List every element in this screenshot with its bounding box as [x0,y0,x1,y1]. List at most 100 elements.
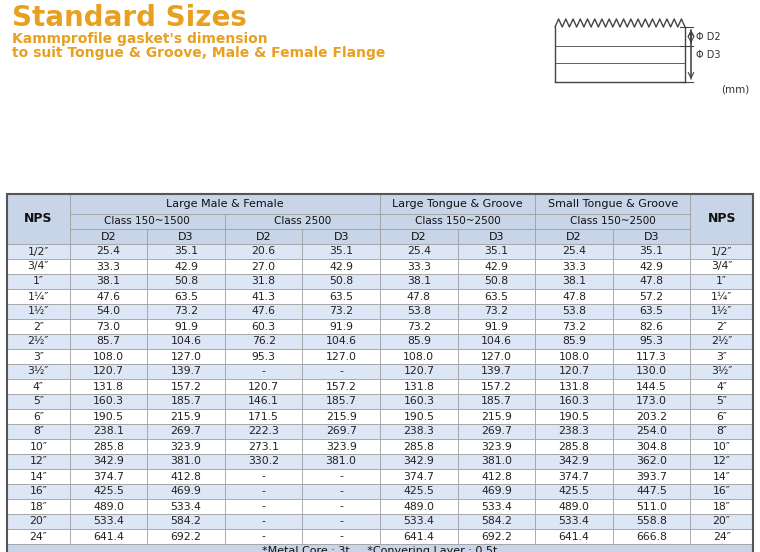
Text: 374.7: 374.7 [559,471,590,481]
Bar [225,349,302,364]
Bar [613,514,690,529]
Text: 42.9: 42.9 [174,262,198,272]
Bar [147,289,225,304]
Text: 10″: 10″ [30,442,47,452]
Bar [380,499,458,514]
Text: NPS: NPS [708,213,736,226]
Text: 342.9: 342.9 [559,457,590,466]
Text: 185.7: 185.7 [326,396,356,406]
Bar [690,394,753,409]
Text: 1½″: 1½″ [27,306,49,316]
Text: 12″: 12″ [713,457,730,466]
Bar [147,424,225,439]
Bar [690,514,753,529]
Bar [380,289,458,304]
Bar [225,499,302,514]
Text: 91.9: 91.9 [174,321,198,332]
Bar [690,469,753,484]
Bar [690,259,753,274]
Bar [70,499,147,514]
Text: 190.5: 190.5 [559,411,590,422]
Bar [380,424,458,439]
Bar [302,319,380,334]
Text: 16″: 16″ [713,486,730,496]
Bar [613,529,690,544]
Text: (mm): (mm) [721,84,749,94]
Bar [458,469,535,484]
Text: Small Tongue & Groove: Small Tongue & Groove [548,199,678,209]
Text: 117.3: 117.3 [636,352,667,362]
Bar [147,484,225,499]
Bar [535,484,613,499]
Bar [70,304,147,319]
Text: 35.1: 35.1 [174,247,198,257]
Bar [225,244,302,259]
Text: 185.7: 185.7 [481,396,511,406]
Text: 139.7: 139.7 [481,367,511,376]
Text: -: - [339,367,344,376]
Bar [147,244,225,259]
Text: 584.2: 584.2 [170,517,201,527]
Text: 24″: 24″ [713,532,730,542]
Bar [302,529,380,544]
Text: 157.2: 157.2 [481,381,511,391]
Bar [380,334,458,349]
Text: 20″: 20″ [30,517,47,527]
Bar [225,364,302,379]
Text: 33.3: 33.3 [562,262,586,272]
Bar [147,394,225,409]
Text: 63.5: 63.5 [640,306,663,316]
Text: 489.0: 489.0 [404,502,434,512]
Text: 447.5: 447.5 [636,486,667,496]
Text: 374.7: 374.7 [404,471,434,481]
Text: D2: D2 [100,231,116,242]
Bar [70,214,225,229]
Text: 469.9: 469.9 [481,486,511,496]
Text: 82.6: 82.6 [640,321,663,332]
Text: 2½″: 2½″ [27,337,49,347]
Bar [225,289,302,304]
Text: 47.8: 47.8 [407,291,431,301]
Text: 160.3: 160.3 [404,396,434,406]
Text: 73.2: 73.2 [562,321,586,332]
Bar [302,454,380,469]
Text: Class 150~2500: Class 150~2500 [570,216,656,226]
Text: 73.2: 73.2 [329,306,353,316]
Bar [458,229,535,244]
Text: 238.3: 238.3 [404,427,434,437]
Bar [690,194,753,244]
Bar [147,304,225,319]
Text: 6″: 6″ [33,411,44,422]
Bar [690,304,753,319]
Bar [147,229,225,244]
Text: 190.5: 190.5 [404,411,434,422]
Bar [7,424,70,439]
Bar [380,394,458,409]
Text: 330.2: 330.2 [248,457,279,466]
Bar [7,484,70,499]
Text: 412.8: 412.8 [481,471,511,481]
Text: 14″: 14″ [713,471,730,481]
Text: -: - [261,517,265,527]
Bar [535,259,613,274]
Bar [7,334,70,349]
Text: 24″: 24″ [30,532,47,542]
Text: 50.8: 50.8 [484,277,508,286]
Text: 641.4: 641.4 [559,532,590,542]
Bar [535,499,613,514]
Bar [535,304,613,319]
Bar [302,244,380,259]
Text: 91.9: 91.9 [484,321,508,332]
Text: 95.3: 95.3 [640,337,663,347]
Bar [7,194,753,552]
Text: 342.9: 342.9 [404,457,434,466]
Text: 285.8: 285.8 [559,442,590,452]
Bar [535,274,613,289]
Text: 73.0: 73.0 [97,321,121,332]
Text: 127.0: 127.0 [481,352,512,362]
Bar [302,409,380,424]
Text: 63.5: 63.5 [329,291,353,301]
Text: 489.0: 489.0 [93,502,124,512]
Bar [70,274,147,289]
Bar [7,259,70,274]
